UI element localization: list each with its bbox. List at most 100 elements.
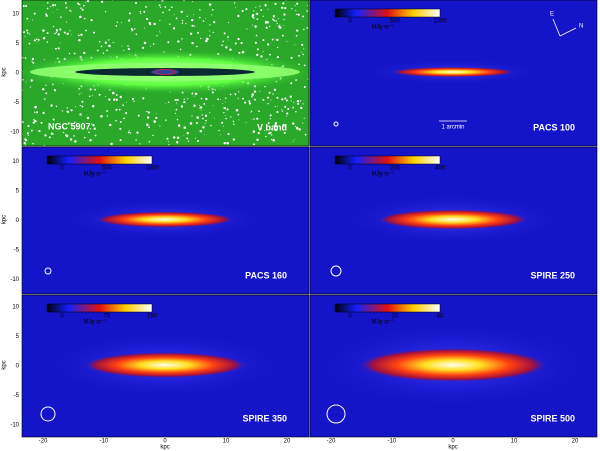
star bbox=[276, 22, 278, 25]
star bbox=[146, 110, 148, 113]
star bbox=[108, 44, 111, 48]
star bbox=[270, 134, 273, 136]
star bbox=[74, 106, 77, 108]
star bbox=[222, 125, 224, 127]
panel: NGC 5907 V band bbox=[22, 0, 309, 146]
star bbox=[298, 54, 300, 57]
star bbox=[127, 19, 131, 22]
star bbox=[199, 106, 203, 109]
star bbox=[148, 21, 151, 25]
star bbox=[93, 31, 95, 34]
star bbox=[63, 31, 66, 34]
star bbox=[153, 22, 156, 26]
star bbox=[35, 111, 39, 114]
star bbox=[191, 24, 194, 27]
star bbox=[192, 1, 194, 3]
star bbox=[230, 116, 232, 118]
star bbox=[292, 122, 295, 125]
star bbox=[173, 14, 175, 16]
star bbox=[148, 140, 151, 143]
star bbox=[277, 25, 280, 28]
star bbox=[24, 57, 27, 59]
star bbox=[25, 4, 28, 7]
star bbox=[251, 93, 255, 96]
star bbox=[152, 134, 154, 137]
star bbox=[270, 99, 272, 101]
star bbox=[276, 38, 279, 42]
star bbox=[233, 123, 235, 125]
star bbox=[80, 33, 83, 36]
panel: 0 20 40 MJy sr⁻¹ SPIRE 500 bbox=[310, 295, 597, 437]
star bbox=[86, 0, 90, 3]
star bbox=[74, 121, 76, 124]
star bbox=[217, 98, 220, 101]
star bbox=[29, 86, 32, 88]
star bbox=[203, 102, 206, 105]
star bbox=[112, 41, 114, 43]
star bbox=[25, 81, 27, 83]
star bbox=[91, 123, 93, 125]
star bbox=[100, 114, 103, 118]
star bbox=[159, 30, 161, 32]
star bbox=[269, 131, 272, 134]
star bbox=[276, 110, 279, 114]
star bbox=[209, 112, 211, 114]
star bbox=[42, 88, 45, 91]
panel: 0 200 400 MJy sr⁻¹ SPIRE 250 bbox=[310, 147, 597, 294]
panel: 0 500 1000 MJy sr⁻¹ 1 arcmin E N PACS 100 bbox=[310, 0, 597, 146]
star bbox=[106, 110, 109, 112]
star bbox=[127, 45, 129, 47]
star bbox=[221, 44, 223, 46]
star bbox=[92, 124, 95, 127]
star bbox=[299, 100, 302, 102]
star bbox=[158, 4, 161, 7]
star bbox=[302, 15, 304, 18]
star bbox=[22, 78, 24, 81]
star bbox=[137, 114, 140, 117]
star bbox=[221, 121, 224, 124]
y-tick-label: 10 bbox=[12, 305, 19, 311]
star bbox=[23, 31, 25, 34]
beam bbox=[40, 406, 56, 422]
star bbox=[81, 8, 84, 11]
star bbox=[149, 45, 151, 47]
star bbox=[119, 95, 122, 99]
star bbox=[262, 39, 265, 42]
star bbox=[96, 49, 99, 52]
star bbox=[135, 33, 138, 36]
star bbox=[59, 28, 62, 31]
star bbox=[22, 56, 24, 59]
star bbox=[145, 17, 149, 21]
star bbox=[297, 13, 300, 16]
star bbox=[57, 47, 60, 50]
star bbox=[45, 14, 48, 17]
star bbox=[34, 119, 37, 123]
star bbox=[177, 40, 180, 43]
star bbox=[176, 98, 179, 101]
y-tick-label: 5 bbox=[16, 189, 20, 195]
star bbox=[190, 18, 194, 22]
star bbox=[251, 15, 254, 18]
x-tick-label: -20 bbox=[327, 439, 336, 445]
star bbox=[180, 105, 184, 108]
star bbox=[136, 131, 139, 134]
star bbox=[213, 21, 216, 24]
star bbox=[56, 28, 58, 31]
star bbox=[111, 0, 113, 2]
star bbox=[210, 124, 212, 127]
star bbox=[50, 104, 53, 107]
star bbox=[273, 88, 277, 92]
star bbox=[175, 102, 177, 104]
x-tick-label: -10 bbox=[388, 439, 397, 445]
star bbox=[90, 18, 93, 22]
star bbox=[253, 118, 255, 120]
frame bbox=[21, 294, 310, 438]
star bbox=[183, 98, 185, 100]
star bbox=[220, 99, 222, 100]
star bbox=[115, 108, 118, 111]
star bbox=[268, 25, 271, 27]
y-tick-label: 10 bbox=[12, 159, 19, 165]
star bbox=[172, 27, 176, 30]
star bbox=[94, 134, 97, 137]
colorbar bbox=[334, 155, 441, 165]
